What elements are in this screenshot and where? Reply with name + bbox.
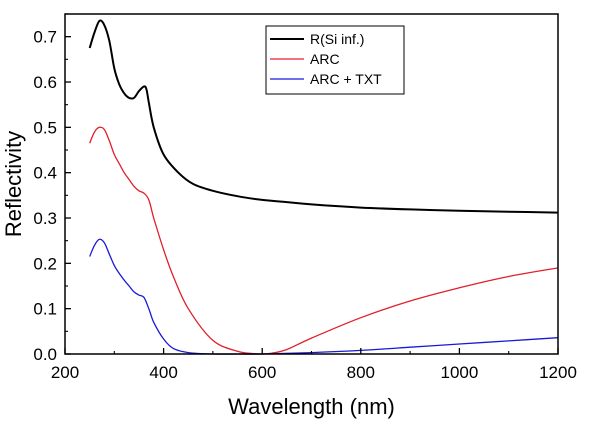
legend-label: ARC	[310, 51, 340, 67]
x-tick-label: 1000	[440, 363, 478, 382]
series-line	[88, 19, 559, 214]
y-tick-label: 0.1	[33, 300, 57, 319]
legend: R(Si inf.) ARC ARC + TXT	[265, 25, 405, 95]
axis-ticks: 200 400 600 800 1000 1200 0.0 0.1 0.2 0.3 0.4 0.5 0.…	[33, 13, 577, 382]
y-tick-label: 0.4	[33, 164, 57, 183]
x-axis-title: Wavelength (nm)	[228, 394, 395, 419]
y-tick-label: 0.6	[33, 73, 57, 92]
y-tick-label: 0.7	[33, 28, 57, 47]
x-tick-label: 400	[149, 363, 177, 382]
legend-box	[265, 25, 405, 95]
legend-label: ARC + TXT	[310, 71, 382, 87]
x-tick-label: 1200	[539, 363, 577, 382]
x-tick-label: 600	[248, 363, 276, 382]
series-lines	[88, 19, 559, 355]
y-tick-label: 0.3	[33, 209, 57, 228]
y-axis-title: Reflectivity	[1, 131, 26, 237]
series-line	[89, 238, 559, 355]
y-tick-label: 0.0	[33, 345, 57, 364]
y-tick-label: 0.5	[33, 118, 57, 137]
y-tick-label: 0.2	[33, 254, 57, 273]
legend-label: R(Si inf.)	[310, 31, 364, 47]
series-line	[89, 126, 559, 355]
x-tick-label: 200	[51, 363, 79, 382]
x-tick-label: 800	[347, 363, 375, 382]
